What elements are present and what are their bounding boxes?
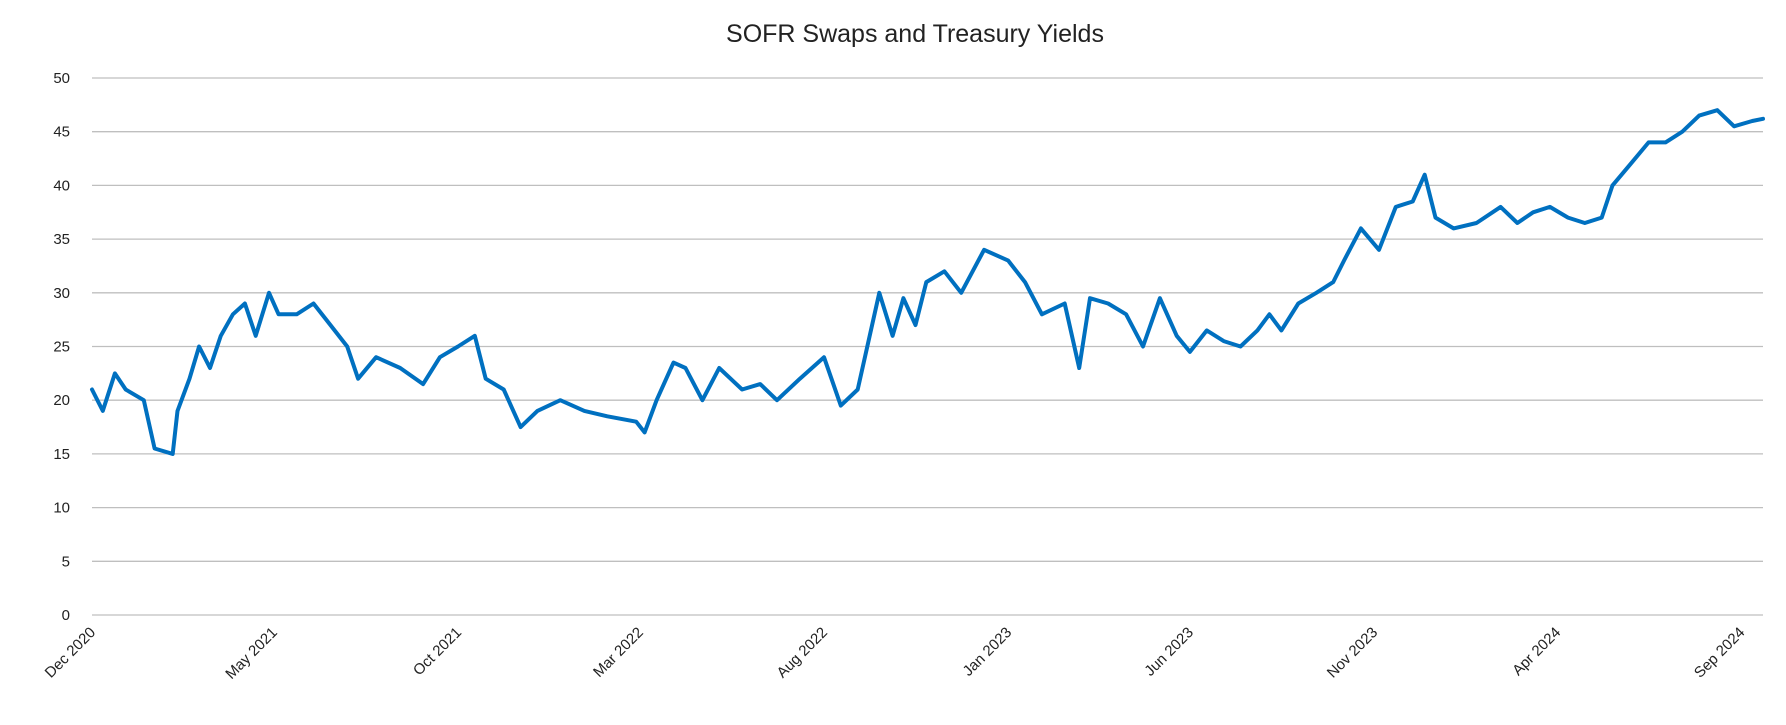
y-tick-label: 5 xyxy=(62,553,70,570)
y-tick-label: 30 xyxy=(53,285,70,302)
series-line xyxy=(90,108,1765,456)
y-tick-label: 0 xyxy=(62,607,70,624)
x-tick-label: Oct 2021 xyxy=(410,624,465,679)
gridlines xyxy=(92,77,1763,616)
x-axis-ticks: Dec 2020 May 2021 Oct 2021 Mar 2022 Aug 2022… xyxy=(42,624,1749,683)
chart-title: SOFR Swaps and Treasury Yields xyxy=(726,20,1104,48)
y-tick-label: 20 xyxy=(53,392,70,409)
x-tick-label: Jan 2023 xyxy=(960,624,1016,680)
y-tick-label: 10 xyxy=(53,500,70,517)
y-tick-label: 40 xyxy=(53,177,70,194)
x-tick-label: Sep 2024 xyxy=(1691,624,1748,681)
x-tick-label: Aug 2022 xyxy=(774,624,831,681)
y-tick-label: 25 xyxy=(53,339,70,356)
x-tick-label: Apr 2024 xyxy=(1509,624,1564,679)
series-layer xyxy=(90,108,1765,456)
x-tick-label: Nov 2023 xyxy=(1324,624,1381,681)
x-tick-label: Mar 2022 xyxy=(590,624,647,681)
y-tick-label: 15 xyxy=(53,446,70,463)
y-tick-label: 45 xyxy=(53,124,70,141)
y-tick-label: 35 xyxy=(53,231,70,248)
x-tick-label: Jun 2023 xyxy=(1141,624,1197,680)
y-tick-label: 50 xyxy=(53,70,70,87)
x-tick-label: Dec 2020 xyxy=(42,624,99,681)
y-axis-ticks: 0 5 10 15 20 25 30 35 40 45 50 xyxy=(53,70,70,624)
x-tick-label: May 2021 xyxy=(222,624,281,683)
